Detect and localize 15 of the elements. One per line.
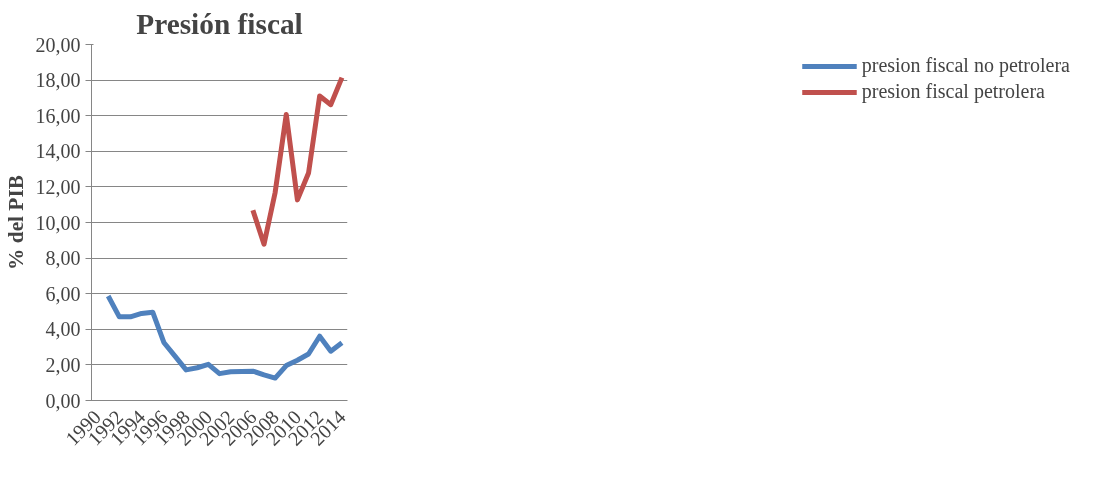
legend-label: presion fiscal petrolera	[861, 80, 1045, 103]
chart-title: Presión fiscal	[136, 7, 303, 40]
y-tick-label: 20,00	[35, 33, 81, 56]
y-tick-label: 16,00	[35, 104, 81, 127]
y-tick-label: 18,00	[35, 69, 81, 92]
y-tick-label: 8,00	[45, 247, 81, 270]
y-tick-label: 6,00	[45, 282, 81, 305]
y-tick-label: 14,00	[35, 140, 81, 163]
y-axis-title: % del PIB	[3, 175, 28, 270]
y-tick-label: 2,00	[45, 353, 81, 376]
legend-label: presion fiscal no petrolera	[861, 54, 1070, 77]
y-tick-label: 0,00	[45, 389, 81, 412]
y-tick-label: 4,00	[45, 318, 81, 341]
y-tick-label: 12,00	[35, 175, 81, 198]
y-tick-label: 10,00	[35, 211, 81, 234]
